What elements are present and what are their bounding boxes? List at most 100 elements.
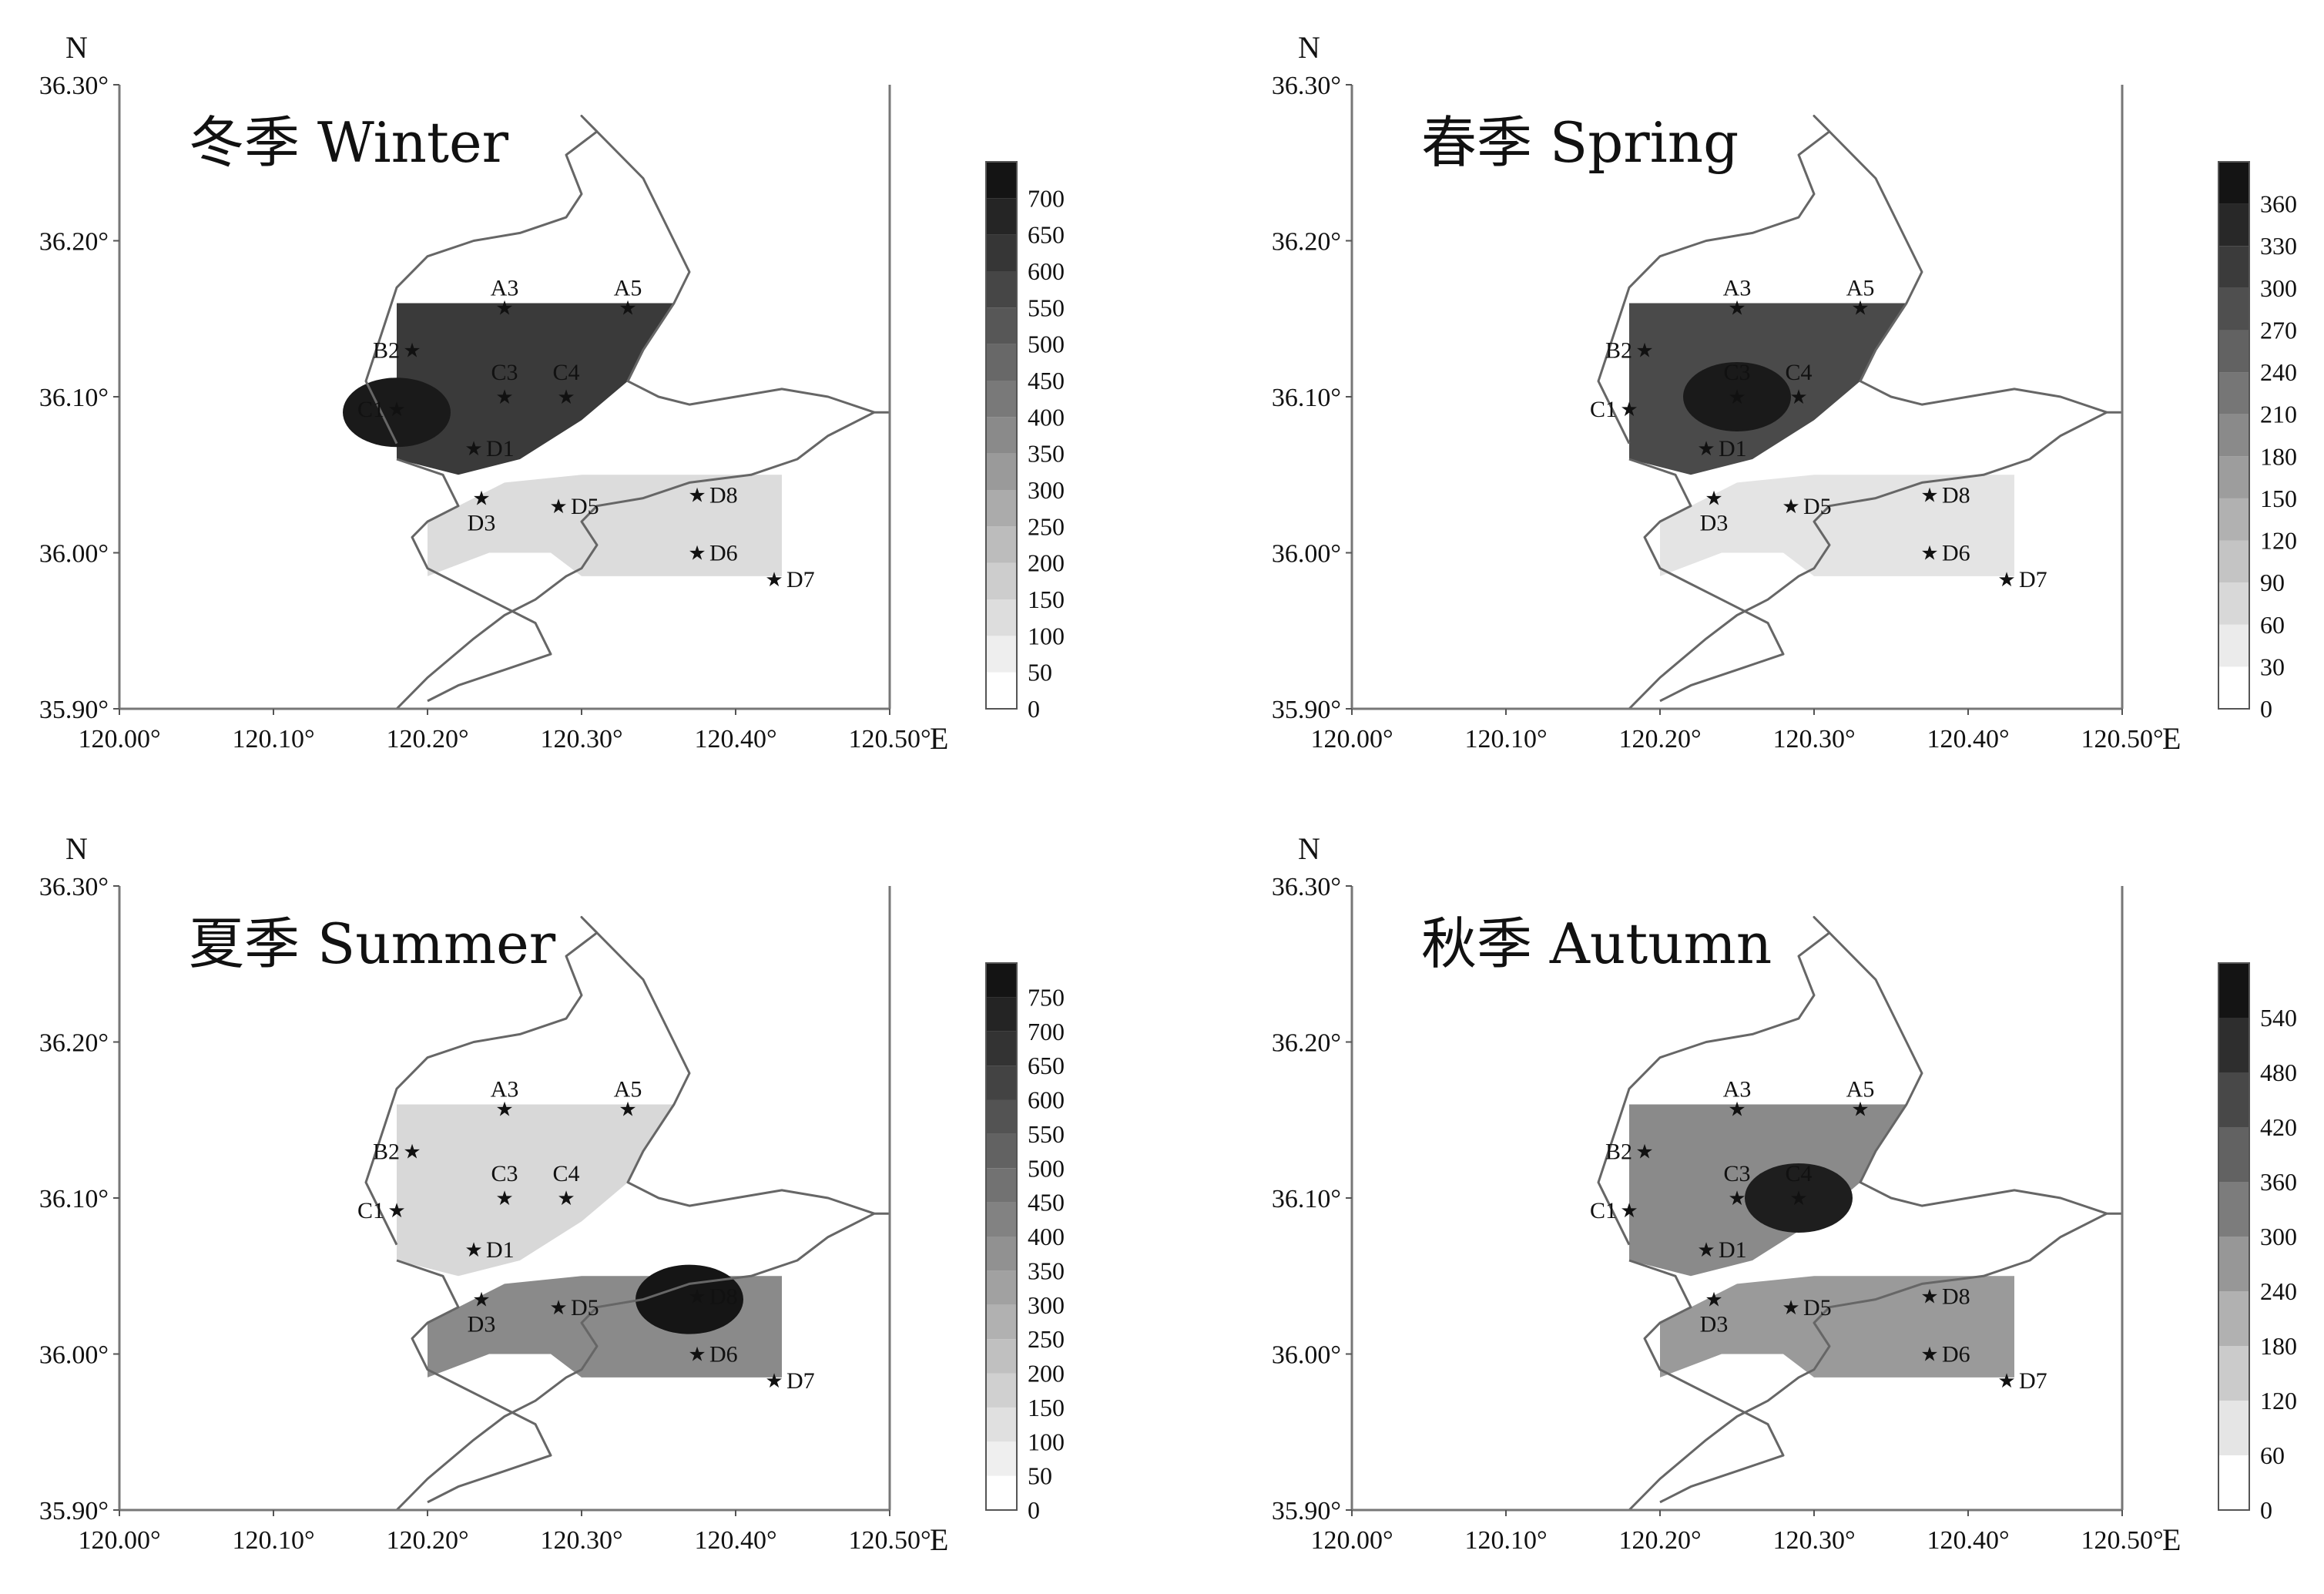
x-tick-label: 120.30° — [540, 1526, 622, 1555]
panel-title: 冬季 Winter — [189, 110, 509, 175]
station-label: D1 — [486, 436, 515, 461]
map-svg: 36.30° 36.20° 36.10° 36.00° 35.90°120.00° 120… — [1272, 831, 2297, 1557]
colorbar-label: 240 — [2260, 1277, 2297, 1305]
station-marker: ★ — [403, 339, 421, 362]
y-tick-label: 36.30° — [1272, 72, 1341, 100]
colorbar-segment — [986, 636, 1017, 673]
station-marker: ★ — [1997, 1370, 2015, 1393]
station-marker: ★ — [1635, 1140, 1653, 1163]
x-tick-label: 120.10° — [1464, 1526, 1547, 1555]
east-label: E — [930, 721, 948, 756]
x-tick-label: 120.30° — [540, 725, 622, 753]
contour-fill — [397, 1104, 782, 1378]
station-marker: ★ — [464, 1239, 482, 1262]
colorbar-label: 400 — [1028, 403, 1065, 431]
station-label: B2 — [373, 1139, 400, 1164]
y-tick-label: 36.10° — [39, 1185, 109, 1213]
station-marker: ★ — [1705, 488, 1722, 511]
station-marker: ★ — [688, 1286, 706, 1309]
colorbar-segment — [986, 1407, 1017, 1442]
shaded-area-south — [1660, 475, 2014, 576]
station-marker: ★ — [1920, 485, 1938, 508]
concentration-peak — [1745, 1163, 1853, 1233]
station-label: D8 — [709, 483, 738, 508]
north-label: N — [65, 30, 88, 65]
coastline — [396, 1259, 552, 1504]
station-marker: ★ — [387, 398, 405, 421]
station-label: D7 — [786, 1368, 815, 1394]
panel-title: 夏季 Summer — [189, 911, 556, 976]
y-tick-label: 36.30° — [39, 72, 109, 100]
station-marker: ★ — [1920, 1344, 1938, 1367]
colorbar-label: 300 — [2260, 274, 2297, 302]
colorbar-label: 50 — [1028, 1462, 1052, 1490]
colorbar-segment — [986, 307, 1017, 344]
station-marker: ★ — [1851, 1099, 1869, 1122]
y-tick-label: 36.20° — [1272, 228, 1341, 257]
colorbar-segment — [986, 562, 1017, 599]
colorbar-label: 420 — [2260, 1113, 2297, 1141]
colorbar-label: 650 — [1028, 221, 1065, 249]
x-tick-label: 120.20° — [1618, 1526, 1701, 1555]
colorbar-label: 100 — [1028, 622, 1065, 649]
colorbar-segment — [2218, 456, 2249, 498]
station-marker: ★ — [557, 386, 575, 409]
colorbar-label: 700 — [1028, 1018, 1065, 1045]
colorbar-segment — [986, 997, 1017, 1032]
colorbar-segment — [2218, 1072, 2249, 1127]
station-label: D1 — [486, 1237, 515, 1263]
coastline — [1597, 916, 2108, 1246]
colorbar-segment — [986, 344, 1017, 381]
station-label: D5 — [571, 494, 599, 519]
colorbar-segment — [2218, 330, 2249, 373]
coastline — [364, 115, 875, 445]
contour-fill — [1629, 1104, 2014, 1378]
station-label: D3 — [468, 511, 496, 536]
station-marker: ★ — [557, 1187, 575, 1210]
station-marker: ★ — [1728, 1187, 1746, 1210]
station-label: D1 — [1719, 1237, 1747, 1263]
y-tick-label: 36.20° — [39, 228, 109, 257]
station-label: D3 — [1700, 511, 1729, 536]
station-label: D5 — [1803, 494, 1832, 519]
x-tick-label: 120.10° — [232, 1526, 314, 1555]
coastline — [1597, 115, 2108, 445]
y-tick-label: 35.90° — [39, 1497, 109, 1525]
x-tick-label: 120.40° — [1927, 725, 2009, 753]
colorbar-segment — [2218, 203, 2249, 247]
x-tick-label: 120.50° — [2081, 725, 2163, 753]
station-marker: ★ — [1920, 1286, 1938, 1309]
station-label: C1 — [357, 397, 384, 422]
y-tick-label: 35.90° — [39, 696, 109, 724]
panel-title: 秋季 Autumn — [1421, 911, 1772, 976]
colorbar-label: 360 — [2260, 190, 2297, 218]
colorbar-segment — [2218, 1237, 2249, 1291]
station-label: D6 — [709, 1342, 738, 1367]
colorbar-segment — [986, 1304, 1017, 1340]
colorbar-label: 180 — [2260, 1332, 2297, 1360]
x-tick-label: 120.40° — [1927, 1526, 2009, 1555]
coastline — [1628, 411, 2122, 710]
colorbar-segment — [2218, 1401, 2249, 1455]
colorbar-label: 240 — [2260, 358, 2297, 386]
x-tick-label: 120.50° — [848, 1526, 931, 1555]
east-label: E — [930, 1522, 948, 1557]
station-label: C3 — [1723, 1161, 1750, 1186]
x-tick-label: 120.50° — [848, 725, 931, 753]
y-tick-label: 36.00° — [39, 540, 109, 569]
x-tick-label: 120.20° — [386, 1526, 468, 1555]
x-tick-label: 120.10° — [232, 725, 314, 753]
station-label: D7 — [2019, 1368, 2047, 1394]
station-label: A3 — [1723, 276, 1752, 301]
y-tick-label: 36.30° — [1272, 873, 1341, 901]
x-tick-label: 120.40° — [694, 1526, 776, 1555]
colorbar-segment — [2218, 666, 2249, 709]
panel-title: 春季 Spring — [1421, 110, 1739, 175]
contour-fill — [343, 303, 782, 576]
colorbar-segment — [2218, 287, 2249, 331]
station-marker: ★ — [1782, 495, 1799, 518]
station-marker: ★ — [1789, 1187, 1807, 1210]
coastline — [396, 458, 552, 703]
coastline — [1628, 458, 1785, 703]
station-label: A3 — [491, 276, 519, 301]
